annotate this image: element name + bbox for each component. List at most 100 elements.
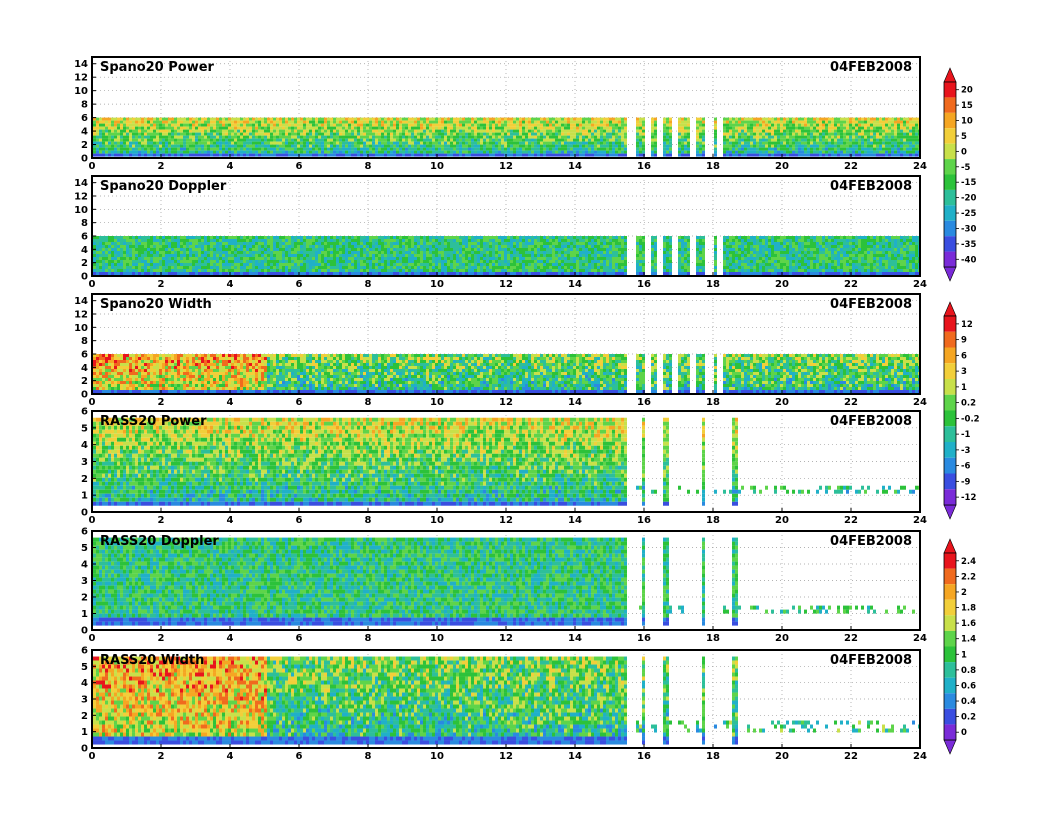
heatmap-cell	[201, 236, 204, 239]
heatmap-cell	[513, 139, 516, 142]
heatmap-cell	[312, 154, 315, 157]
heatmap-cell	[741, 124, 744, 127]
heatmap-cell	[477, 148, 480, 151]
heatmap-cell	[561, 133, 564, 136]
heatmap-cell	[333, 121, 336, 124]
heatmap-cell	[537, 118, 540, 121]
heatmap-cell	[303, 245, 306, 248]
heatmap-cell	[126, 145, 129, 148]
heatmap-cell	[903, 154, 906, 157]
heatmap-cell	[474, 133, 477, 136]
heatmap-cell	[543, 124, 546, 127]
heatmap-cell	[651, 142, 654, 145]
heatmap-cell	[432, 124, 435, 127]
heatmap-cell	[801, 130, 804, 133]
heatmap-cell	[102, 139, 105, 142]
heatmap-cell	[594, 121, 597, 124]
heatmap-cell	[771, 148, 774, 151]
heatmap-cell	[315, 248, 318, 251]
heatmap-cell	[624, 142, 627, 145]
heatmap-cell	[564, 142, 567, 145]
heatmap-cell	[105, 145, 108, 148]
heatmap-cell	[357, 239, 360, 242]
heatmap-cell	[900, 145, 903, 148]
heatmap-cell	[102, 127, 105, 130]
heatmap-cell	[114, 272, 117, 275]
x-tick-label: 20	[775, 161, 789, 172]
heatmap-cell	[279, 236, 282, 239]
heatmap-cell	[714, 136, 717, 139]
heatmap-cell	[234, 236, 237, 239]
heatmap-cell	[342, 239, 345, 242]
heatmap-cell	[138, 269, 141, 272]
heatmap-cell	[726, 127, 729, 130]
heatmap-cell	[288, 127, 291, 130]
heatmap-cell	[582, 133, 585, 136]
heatmap-cell	[642, 148, 645, 151]
heatmap-cell	[642, 145, 645, 148]
heatmap-cell	[231, 145, 234, 148]
heatmap-cell	[183, 121, 186, 124]
heatmap-cell	[186, 151, 189, 154]
heatmap-cell	[351, 263, 354, 266]
heatmap-cell	[531, 133, 534, 136]
heatmap-cell	[579, 130, 582, 133]
heatmap-cell	[567, 136, 570, 139]
heatmap-cell	[465, 151, 468, 154]
heatmap-cell	[216, 154, 219, 157]
heatmap-cell	[495, 142, 498, 145]
heatmap-cell	[150, 272, 153, 275]
heatmap-cell	[531, 145, 534, 148]
heatmap-cell	[336, 121, 339, 124]
heatmap-cell	[696, 136, 699, 139]
heatmap-cell	[438, 236, 441, 239]
heatmap-cell	[333, 136, 336, 139]
heatmap-cell	[381, 248, 384, 251]
heatmap-cell	[267, 130, 270, 133]
heatmap-cell	[96, 254, 99, 257]
heatmap-cell	[438, 239, 441, 242]
heatmap-cell	[642, 118, 645, 121]
heatmap-cell	[597, 130, 600, 133]
heatmap-cell	[873, 127, 876, 130]
heatmap-cell	[435, 266, 438, 269]
heatmap-cell	[486, 148, 489, 151]
heatmap-cell	[669, 136, 672, 139]
heatmap-cell	[519, 145, 522, 148]
heatmap-cell	[363, 242, 366, 245]
heatmap-cell	[510, 121, 513, 124]
heatmap-cell	[264, 139, 267, 142]
heatmap-cell	[408, 266, 411, 269]
heatmap-cell	[882, 154, 885, 157]
heatmap-cell	[180, 251, 183, 254]
heatmap-cell	[378, 133, 381, 136]
heatmap-cell	[243, 269, 246, 272]
heatmap-cell	[186, 133, 189, 136]
heatmap-cell	[831, 130, 834, 133]
heatmap-cell	[873, 142, 876, 145]
heatmap-cell	[156, 130, 159, 133]
heatmap-cell	[336, 248, 339, 251]
heatmap-cell	[759, 139, 762, 142]
heatmap-cell	[333, 148, 336, 151]
heatmap-cell	[156, 260, 159, 263]
heatmap-cell	[300, 130, 303, 133]
heatmap-cell	[342, 127, 345, 130]
heatmap-cell	[147, 242, 150, 245]
heatmap-cell	[753, 142, 756, 145]
heatmap-cell	[330, 139, 333, 142]
heatmap-cell	[375, 148, 378, 151]
heatmap-cell	[651, 148, 654, 151]
heatmap-cell	[576, 133, 579, 136]
heatmap-cell	[729, 118, 732, 121]
heatmap-cell	[876, 148, 879, 151]
heatmap-cell	[111, 139, 114, 142]
heatmap-cell	[447, 121, 450, 124]
heatmap-cell	[825, 136, 828, 139]
heatmap-cell	[429, 272, 432, 275]
heatmap-cell	[192, 136, 195, 139]
heatmap-cell	[801, 121, 804, 124]
heatmap-cell	[189, 133, 192, 136]
heatmap-cell	[246, 133, 249, 136]
heatmap-cell	[432, 272, 435, 275]
